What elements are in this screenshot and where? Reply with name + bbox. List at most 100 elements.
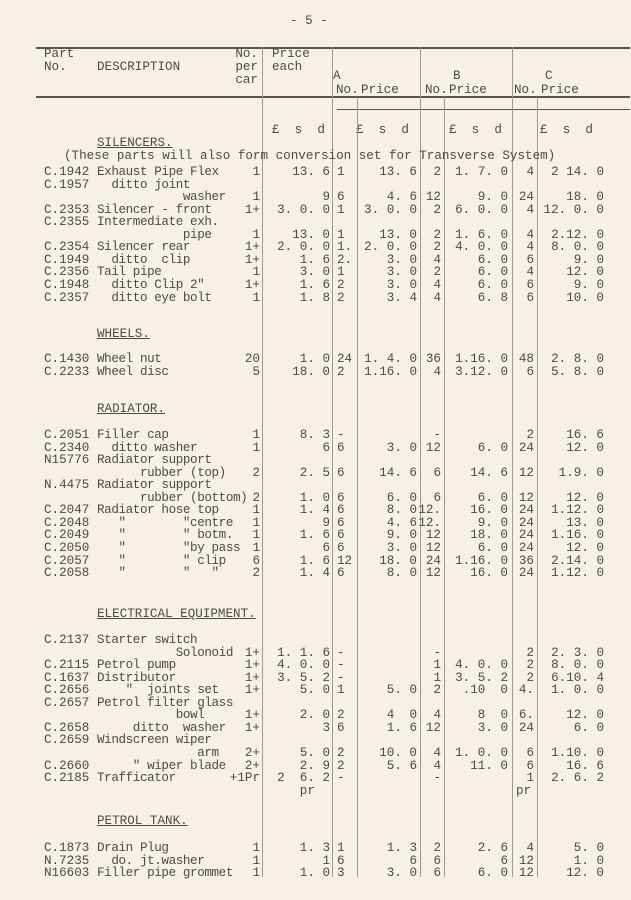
cell-description: arm bbox=[97, 745, 219, 760]
cell-b-no: 2 bbox=[433, 202, 441, 217]
cell-c-no: 24 bbox=[518, 515, 534, 530]
cell-a-no: 2 bbox=[337, 708, 345, 723]
cell-a-no: 2 bbox=[337, 290, 345, 305]
cell-a-no: 6 bbox=[337, 465, 345, 480]
units-a: £ s d bbox=[356, 123, 409, 137]
column-rule bbox=[332, 47, 333, 877]
cell-part-no: C.2356 bbox=[44, 265, 90, 280]
cell-b-no: 2 bbox=[433, 265, 441, 280]
cell-b-no: 24 bbox=[425, 553, 441, 568]
cell-part-no: N16603 bbox=[44, 866, 90, 881]
cell-description: " " botm. bbox=[97, 528, 233, 543]
cell-c-no: 24 bbox=[518, 720, 534, 735]
cell-price-each: 9 bbox=[322, 190, 330, 205]
cell-description: " " " bbox=[97, 566, 219, 581]
cell-description: " wiper blade bbox=[97, 758, 226, 773]
cell-price-each: 1. 4 bbox=[299, 503, 330, 518]
cell-b-price: .10 0 bbox=[462, 683, 508, 698]
cell-description: Silencer - front bbox=[97, 202, 212, 217]
cell-description: " "centre bbox=[97, 515, 233, 530]
cell-description: ditto Clip 2" bbox=[97, 277, 205, 292]
section-note: (These parts will also form conversion s… bbox=[64, 149, 556, 163]
cell-c-no: 24 bbox=[518, 503, 534, 518]
cell-c-price: 1. 0. 0 bbox=[551, 683, 604, 698]
page-number: - 5 - bbox=[290, 14, 328, 28]
cell-no-per-car: 1 bbox=[252, 190, 260, 205]
cell-a-price: 4. 6 bbox=[386, 190, 417, 205]
section-heading: RADIATOR. bbox=[97, 402, 166, 416]
cell-c-no: 4 bbox=[526, 227, 534, 242]
cell-a-price: 6 bbox=[409, 853, 417, 868]
cell-part-no: C.2047 bbox=[44, 503, 90, 518]
cell-c-no: pr bbox=[516, 783, 532, 798]
cell-c-price: 12. 0 bbox=[566, 265, 604, 280]
cell-a-no: 1 bbox=[337, 202, 345, 217]
cell-no-per-car: 1+ bbox=[244, 645, 260, 660]
cell-c-price: 12. 0 bbox=[566, 440, 604, 455]
cell-c-no: 6 bbox=[526, 364, 534, 379]
cell-c-price: 6.10. 4 bbox=[551, 670, 604, 685]
cell-description: Radiator hose top bbox=[97, 503, 219, 518]
cell-a-no: 12 bbox=[337, 553, 353, 568]
column-rule bbox=[512, 47, 513, 877]
cell-price-each: 2. 0 bbox=[299, 708, 330, 723]
header-c-no: No. bbox=[514, 83, 537, 97]
cell-no-per-car: 20 bbox=[244, 352, 260, 366]
cell-part-no: C.1948 bbox=[44, 277, 90, 292]
cell-price-each: pr bbox=[299, 783, 330, 798]
cell-part-no: C.2233 bbox=[44, 364, 90, 379]
cell-c-price: 5. 0 bbox=[573, 841, 604, 855]
cell-price-each: 1. 0 bbox=[299, 866, 330, 881]
cell-a-no: 6 bbox=[337, 566, 345, 581]
cell-c-no: 1 bbox=[526, 771, 534, 786]
cell-c-price: 1.16. 0 bbox=[551, 528, 604, 543]
cell-price-each: 8. 3 bbox=[299, 428, 330, 442]
cell-price-each: 13. 0 bbox=[292, 227, 330, 242]
header-b-no: No. bbox=[425, 83, 448, 97]
cell-b-price: 14. 6 bbox=[470, 465, 508, 480]
column-rule bbox=[420, 47, 421, 877]
cell-description: ditto clip bbox=[97, 252, 191, 267]
cell-part-no: C.2659 bbox=[44, 733, 90, 748]
cell-c-no: 24 bbox=[518, 190, 534, 205]
cell-no-per-car: 6 bbox=[252, 553, 260, 568]
cell-no-per-car: 1 bbox=[252, 515, 260, 530]
cell-description: Filler pipe grommet bbox=[97, 866, 233, 881]
header-no-per-car: No. per car bbox=[235, 47, 258, 87]
cell-part-no: C.2353 bbox=[44, 202, 90, 217]
cell-b-no: 12 bbox=[425, 190, 441, 205]
cell-a-no: 2 bbox=[337, 758, 345, 773]
cell-c-no: 4 bbox=[526, 240, 534, 255]
cell-price-each: 9 bbox=[322, 515, 330, 530]
cell-b-no: 6 bbox=[433, 465, 441, 480]
cell-c-price: 13. 0 bbox=[566, 515, 604, 530]
cell-b-no: 12. bbox=[418, 515, 441, 530]
cell-a-no: 6 bbox=[337, 503, 345, 518]
cell-part-no: C.2051 bbox=[44, 428, 90, 442]
cell-price-each: 3. 5. 2 bbox=[277, 670, 330, 685]
cell-description: Petrol pump bbox=[97, 658, 176, 673]
cell-no-per-car: 2 bbox=[252, 465, 260, 480]
cell-no-per-car: 1 bbox=[252, 227, 260, 242]
cell-price-each: 3. 0. 0 bbox=[277, 202, 330, 217]
cell-c-price: 1. 0 bbox=[573, 853, 604, 868]
cell-no-per-car: 1+ bbox=[244, 240, 260, 255]
cell-description: ditto joint bbox=[97, 177, 191, 192]
cell-price-each: 1. 6 bbox=[299, 553, 330, 568]
cell-b-no: 4 bbox=[433, 708, 441, 723]
cell-c-no: 6 bbox=[526, 758, 534, 773]
cell-b-no: 2 bbox=[433, 165, 441, 179]
cell-b-no: 4 bbox=[433, 745, 441, 760]
cell-a-price: 3. 4 bbox=[386, 290, 417, 305]
cell-no-per-car: 1+ bbox=[244, 683, 260, 698]
cell-c-no: 6 bbox=[526, 252, 534, 267]
cell-a-no: - bbox=[337, 658, 345, 673]
cell-b-no: - bbox=[433, 771, 441, 786]
cell-a-price: 3. 0 bbox=[386, 440, 417, 455]
cell-no-per-car: 2+ bbox=[244, 758, 260, 773]
cell-part-no: C.2050 bbox=[44, 540, 90, 555]
cell-b-price: 16. 0 bbox=[470, 566, 508, 581]
cell-a-no: 6 bbox=[337, 853, 345, 868]
cell-c-price: 18. 0 bbox=[566, 190, 604, 205]
cell-c-price: 12. 0. 0 bbox=[543, 202, 604, 217]
